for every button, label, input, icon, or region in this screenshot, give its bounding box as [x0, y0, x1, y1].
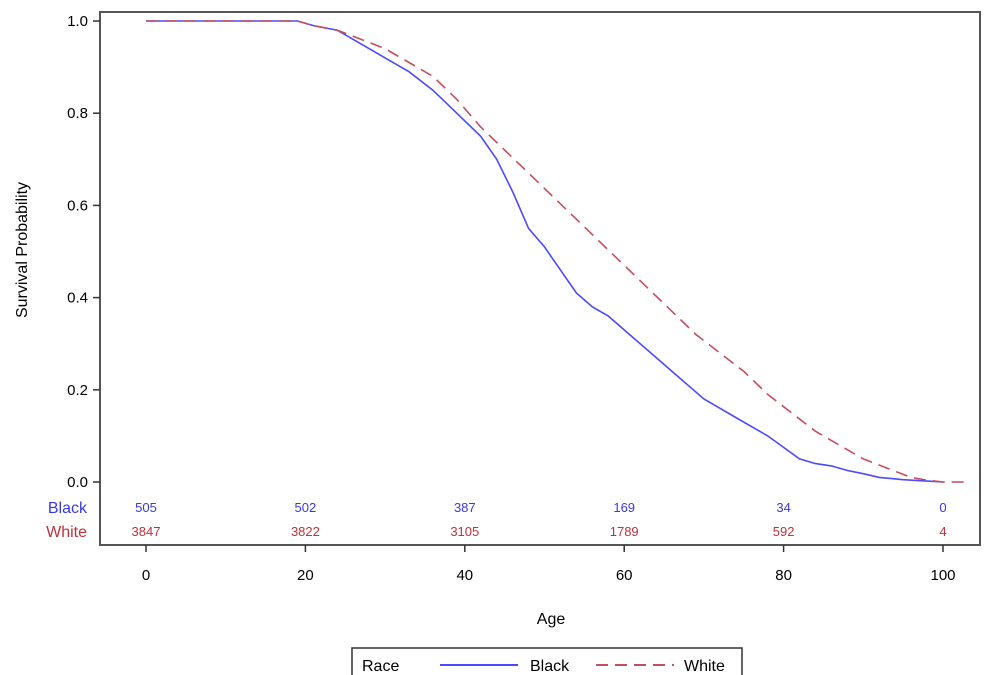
y-tick-label: 0.0 — [67, 474, 88, 491]
y-axis: 0.0 0.2 0.4 0.6 0.8 1.0 — [67, 13, 100, 491]
x-axis: 0 20 40 60 80 100 — [142, 545, 956, 584]
at-risk-count: 3847 — [132, 524, 161, 539]
x-tick-label: 100 — [930, 567, 955, 584]
legend-entry-black: Black — [530, 658, 570, 675]
x-tick-label: 0 — [142, 567, 150, 584]
series-layer — [146, 20, 967, 483]
x-tick-label: 60 — [616, 567, 633, 584]
x-tick-label: 20 — [297, 567, 314, 584]
at-risk-count: 505 — [135, 500, 157, 515]
at-risk-label-black: Black — [48, 500, 88, 517]
series-line-white — [146, 20, 967, 483]
legend-entry-white: White — [684, 658, 725, 675]
at-risk-table: Black 505 502 387 169 34 0 White 3847 3822 3105 178… — [46, 500, 947, 541]
y-tick-label: 0.4 — [67, 290, 88, 307]
y-tick-label: 0.6 — [67, 197, 88, 214]
at-risk-label-white: White — [46, 524, 87, 541]
y-axis-title: Survival Probability — [14, 182, 31, 318]
y-tick-label: 0.8 — [67, 105, 88, 122]
y-tick-label: 0.2 — [67, 382, 88, 399]
at-risk-count: 387 — [454, 500, 476, 515]
legend: Race Black White — [351, 647, 743, 675]
at-risk-count: 592 — [773, 524, 795, 539]
at-risk-count: 34 — [776, 500, 790, 515]
x-tick-label: 40 — [456, 567, 473, 584]
x-axis-title: Age — [537, 611, 566, 628]
x-tick-label: 80 — [775, 567, 792, 584]
at-risk-count: 1789 — [610, 524, 639, 539]
series-line-black — [146, 20, 944, 483]
at-risk-count: 502 — [295, 500, 317, 515]
at-risk-count: 3105 — [450, 524, 479, 539]
legend-title: Race — [362, 658, 399, 675]
at-risk-count: 4 — [939, 524, 946, 539]
at-risk-count: 3822 — [291, 524, 320, 539]
at-risk-count: 169 — [613, 500, 635, 515]
plot-frame — [99, 11, 981, 546]
legend-box — [351, 647, 743, 675]
at-risk-count: 0 — [939, 500, 946, 515]
y-tick-label: 1.0 — [67, 13, 88, 30]
